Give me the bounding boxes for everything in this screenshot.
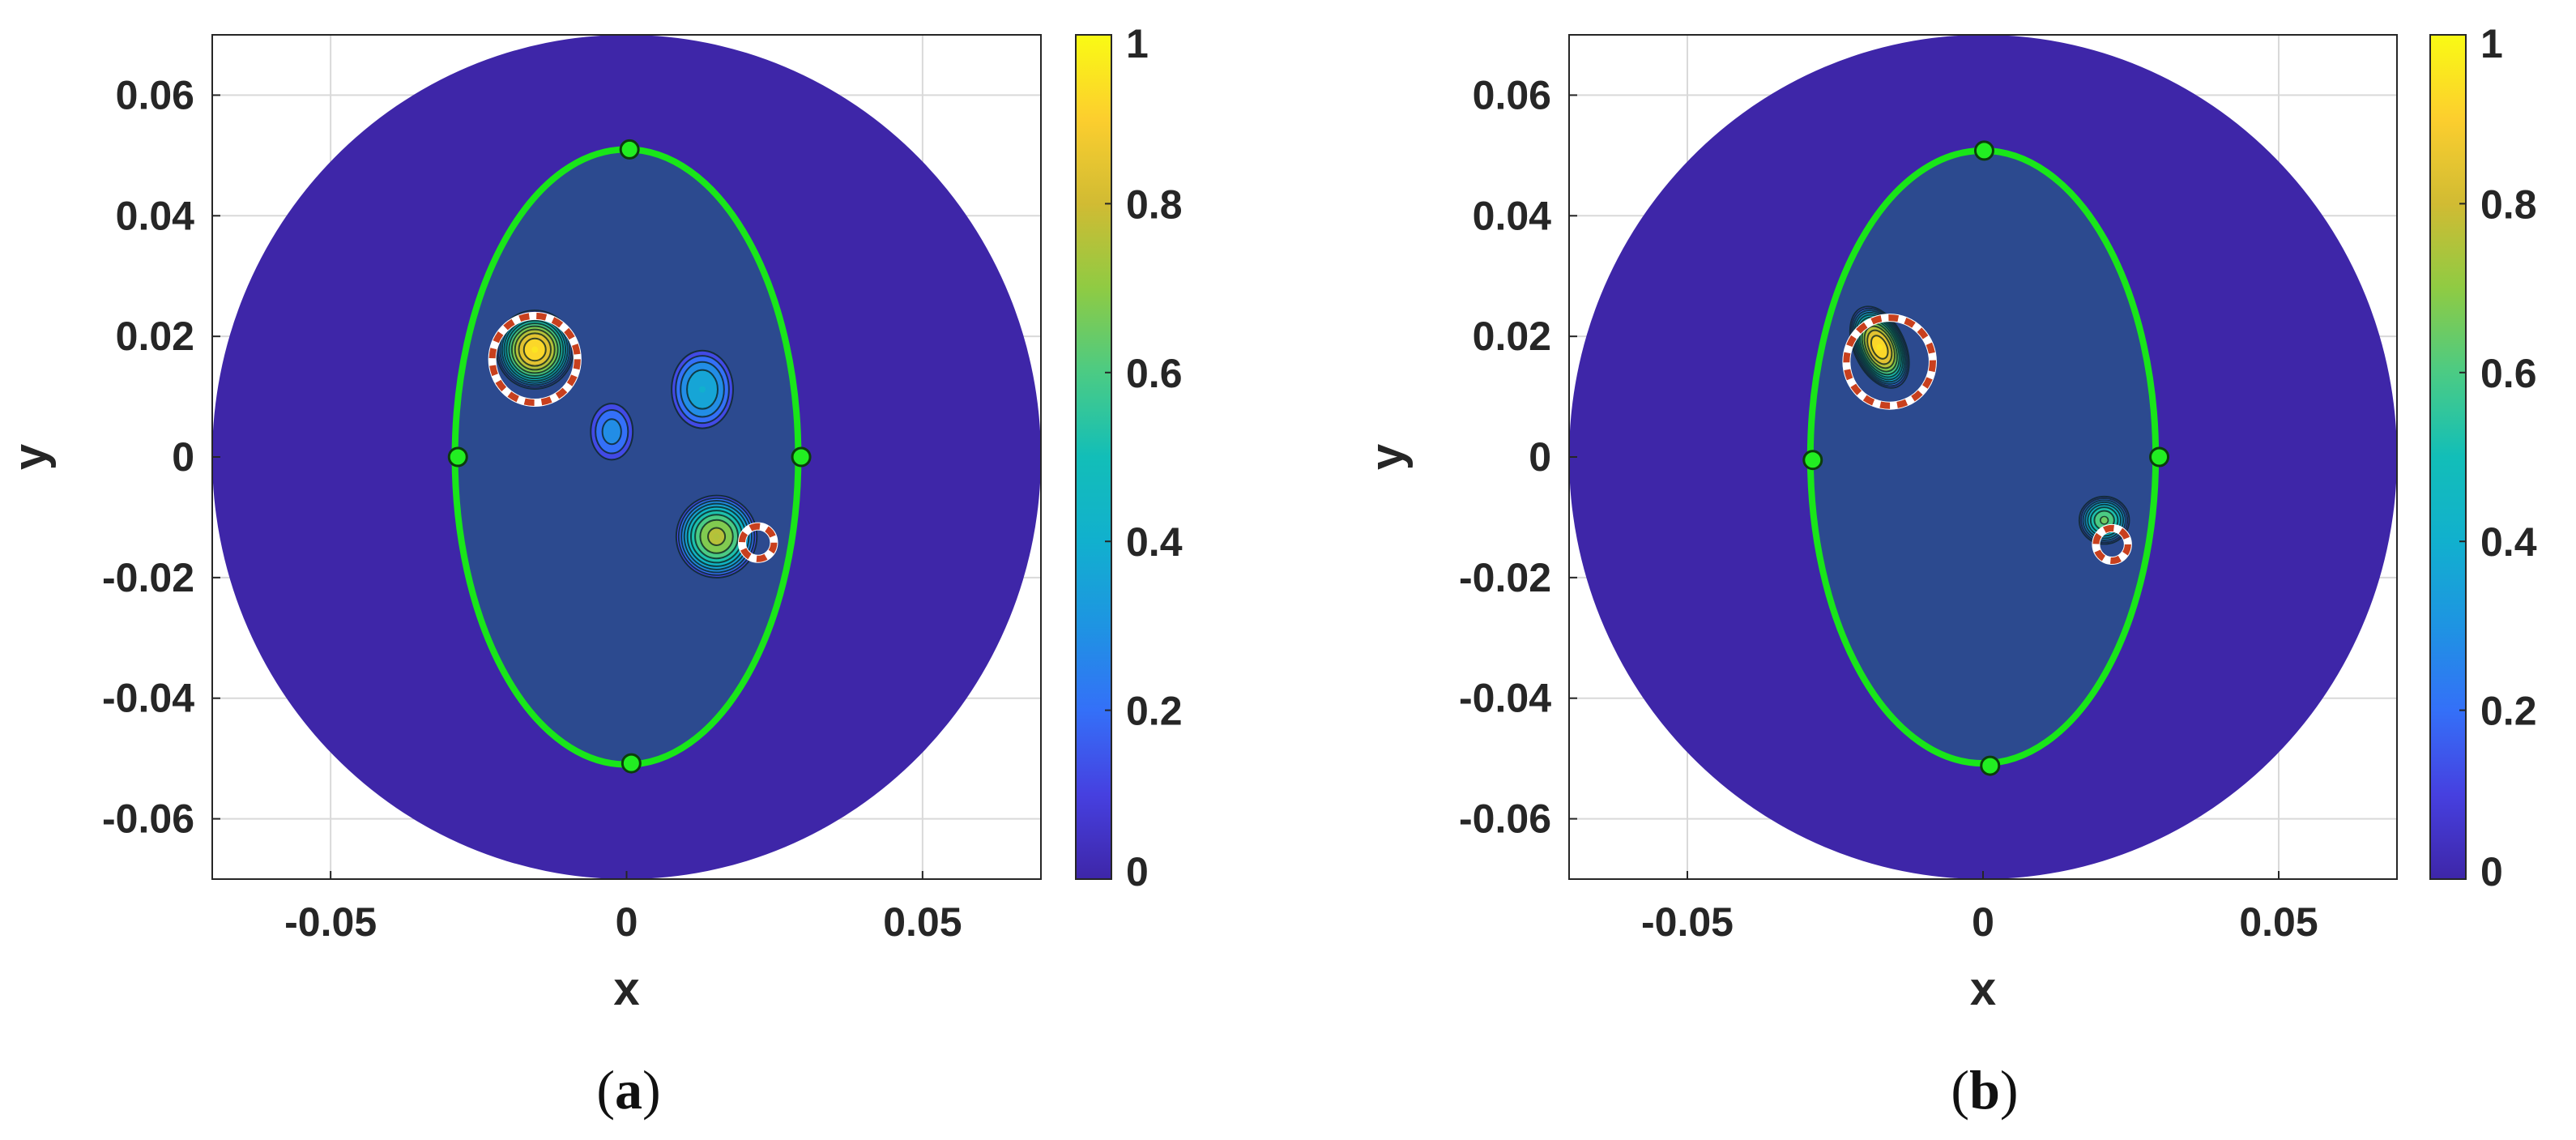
colorbar-tick-label: 0 <box>2480 849 2503 894</box>
blob-peak <box>1876 344 1883 351</box>
y-tick-label: 0.04 <box>1473 193 1552 238</box>
caption-close-paren: ) <box>2000 1059 2019 1121</box>
colorbar-tick-label: 0.2 <box>2480 689 2537 734</box>
reconstruction-blob <box>675 494 758 579</box>
blob-peak <box>713 533 720 540</box>
true-inclusion <box>2092 523 2132 566</box>
colorbar <box>1075 34 1112 880</box>
ellipse-marker <box>1973 140 1994 161</box>
plot-area <box>1569 35 2397 879</box>
x-tick-label: 0 <box>1972 899 1994 945</box>
reconstruction-blob <box>671 349 734 429</box>
x-tick-label: 0 <box>616 899 638 945</box>
y-axis-label: y <box>4 444 57 470</box>
inclusion-outline-red <box>488 312 581 407</box>
tick-marks <box>1569 94 2280 879</box>
y-tick-label: -0.06 <box>1459 796 1551 842</box>
colorbar-tick-label: 0.6 <box>2480 351 2537 396</box>
x-axis-label: x <box>1970 963 1996 1015</box>
y-tick-label: 0 <box>172 434 194 480</box>
y-tick-label: 0 <box>1529 434 1551 480</box>
y-axis-label: y <box>1361 444 1414 470</box>
y-tick-label: -0.02 <box>102 555 194 600</box>
reconstruction-blob <box>495 310 574 390</box>
panel-a: -0.05 0 0.05 0.06 0.04 0.02 0 -0.02 -0.04 -0.06 x y… <box>4 21 1183 1121</box>
blob-peak <box>2100 517 2108 524</box>
colorbar-tick-label: 1 <box>1126 21 1149 66</box>
caption-close-paren: ) <box>642 1059 661 1121</box>
colorbar-tick-label: 0.4 <box>1126 519 1183 565</box>
ellipse-region <box>454 149 799 765</box>
plot-area <box>212 35 1041 879</box>
ellipse-marker <box>2149 446 2170 468</box>
blob-peak <box>699 386 706 393</box>
ellipse-marker <box>447 446 468 468</box>
colorbar-tick-label: 0.4 <box>2480 519 2537 565</box>
reconstruction-blob <box>590 403 634 461</box>
colorbar-tick-label: 0.8 <box>1126 181 1183 227</box>
true-inclusion <box>1842 314 1937 410</box>
blob-peak <box>531 346 539 353</box>
colorbar-tick-label: 1 <box>2480 21 2503 66</box>
y-tick-label: 0.06 <box>1473 72 1551 117</box>
y-tick-label: -0.02 <box>1459 555 1551 600</box>
colorbar-tick-label: 0.2 <box>1126 689 1183 734</box>
panel-b: -0.05 0 0.05 0.06 0.04 0.02 0 -0.02 -0.04 -0.06 x y… <box>1361 21 2537 1121</box>
inclusion-outline-red <box>2092 524 2131 565</box>
caption-open-paren: ( <box>1951 1059 1969 1121</box>
x-tick-label: -0.05 <box>284 899 377 945</box>
x-tick-label: -0.05 <box>1641 899 1734 945</box>
caption-letter: a <box>615 1059 642 1121</box>
inclusion-outline-red <box>1843 314 1936 409</box>
y-tick-label: -0.04 <box>102 676 194 721</box>
caption-open-paren: ( <box>596 1059 615 1121</box>
reconstruction-blob <box>2078 495 2130 545</box>
y-tick-label: 0.02 <box>1473 314 1551 359</box>
x-tick-label: 0.05 <box>883 899 962 945</box>
colorbar <box>2429 34 2467 880</box>
ellipse-region <box>1810 150 2156 764</box>
y-tick-label: 0.04 <box>116 193 195 238</box>
x-tick-label: 0.05 <box>2239 899 2318 945</box>
tick-marks <box>212 94 923 879</box>
colorbar-tick-label: 0.8 <box>2480 181 2537 227</box>
y-tick-label: 0.02 <box>116 314 194 359</box>
true-inclusion <box>488 311 582 408</box>
ellipse-marker <box>621 753 642 774</box>
y-tick-label: -0.04 <box>1459 676 1551 721</box>
ellipse-marker <box>1802 450 1823 471</box>
colorbar-tick-label: 0 <box>1126 849 1149 894</box>
panel-caption: (a) <box>596 1059 660 1121</box>
caption-letter: b <box>1969 1059 2000 1121</box>
y-tick-label: -0.06 <box>102 796 194 842</box>
ellipse-marker <box>791 446 812 468</box>
colorbar-tick-label: 0.6 <box>1126 351 1183 396</box>
panel-caption: (b) <box>1951 1059 2018 1121</box>
ellipse-marker <box>619 139 640 160</box>
true-inclusion <box>737 522 778 563</box>
x-axis-label: x <box>613 963 639 1015</box>
inclusion-outline-red <box>738 523 778 562</box>
blob-peak <box>608 428 616 435</box>
ellipse-marker <box>1980 755 2001 776</box>
y-tick-label: 0.06 <box>116 72 194 117</box>
